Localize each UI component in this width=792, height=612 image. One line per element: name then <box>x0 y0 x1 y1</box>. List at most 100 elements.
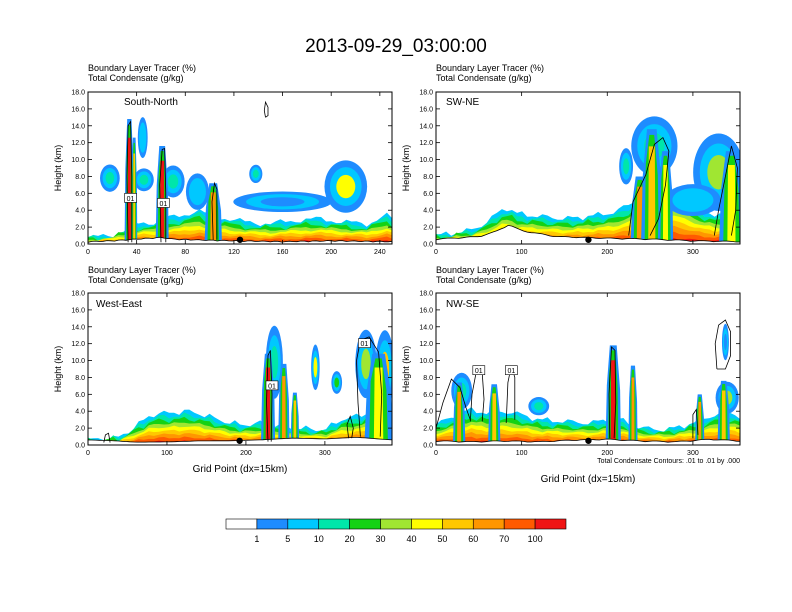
y-tick-label: 16.0 <box>419 307 433 314</box>
tracer-blob-core <box>140 128 145 147</box>
y-tick-label: 10.0 <box>71 157 85 164</box>
y-tick-label: 6.0 <box>423 392 433 399</box>
y-axis: 0.0 2.0 4.0 6.0 8.0 10.0 12.0 14.0 16.0 18.0 <box>419 291 740 450</box>
condensate-contours: 01 01 <box>103 336 383 443</box>
tracer-blob-core <box>723 333 727 351</box>
plot-frame <box>435 91 741 245</box>
contour-label: 01 <box>358 338 371 348</box>
contour-label: 01 <box>472 365 486 375</box>
tracer-blob-core <box>313 357 318 378</box>
panel-header-line2: Total Condensate (g/kg) <box>436 73 532 83</box>
tracer-plume-core <box>373 367 384 445</box>
condensate-contours: 01 01 <box>436 319 731 439</box>
x-tick-label: 300 <box>687 450 699 457</box>
x-tick-label: 100 <box>161 450 173 457</box>
colorbar-swatch <box>380 518 412 530</box>
panel-label: West-East <box>96 299 142 310</box>
plot-area <box>88 293 392 445</box>
tracer-blob-core <box>168 174 179 189</box>
x-tick-label: 0 <box>86 249 90 256</box>
tracer-blob-core <box>336 174 356 199</box>
colorbar-label: 100 <box>528 534 543 544</box>
svg-text:01: 01 <box>507 368 515 375</box>
tracer-blob-core <box>361 348 371 380</box>
condensate-contour <box>263 100 269 118</box>
y-tick-label: 2.0 <box>75 225 85 232</box>
tracer-plume-core <box>727 165 736 244</box>
tracer-plume-core <box>662 165 669 244</box>
colorbar-label: 70 <box>499 534 509 544</box>
y-tick-label: 0.0 <box>423 443 433 450</box>
colorbar: 1 5 10 20 30 40 50 60 70 100 <box>225 518 567 544</box>
tracer-blob-core <box>334 377 340 388</box>
colorbar-swatch <box>318 518 350 530</box>
x-tick-label: 100 <box>516 249 528 256</box>
panel-header-line1: Boundary Layer Tracer (%) <box>436 265 544 275</box>
tracer-blob-core <box>139 174 149 185</box>
panel-label: South-North <box>124 97 178 108</box>
x-axis: 0 100 200 300 <box>434 293 699 457</box>
figure-title: 2013-09-29_03:00:00 <box>305 36 487 57</box>
y-tick-label: 18.0 <box>419 90 433 97</box>
y-axis: 0.0 2.0 4.0 6.0 8.0 10.0 12.0 14.0 16.0 18.0 <box>419 90 740 249</box>
colorbar-label: 20 <box>345 534 355 544</box>
location-marker <box>585 236 592 243</box>
tracer-plume-core <box>127 137 131 244</box>
colorbar-label: 10 <box>314 534 324 544</box>
tracer-blob-core <box>623 158 630 175</box>
condensate-contour <box>346 414 354 439</box>
contour-label: 01 <box>124 193 137 203</box>
tracer-plume-core <box>457 391 462 445</box>
y-tick-label: 18.0 <box>71 291 85 298</box>
tracer-plume-core <box>631 377 635 445</box>
x-tick-label: 40 <box>133 249 141 256</box>
tracer-blob-core <box>252 169 259 178</box>
x-tick-label: 300 <box>319 450 331 457</box>
y-tick-label: 16.0 <box>419 106 433 113</box>
condensate-contours <box>628 136 738 236</box>
panel-header-line1: Boundary Layer Tracer (%) <box>88 265 196 275</box>
colorbar-swatch <box>225 518 258 530</box>
x-tick-label: 200 <box>240 450 252 457</box>
svg-text:01: 01 <box>159 201 167 208</box>
panel-nw-se: Boundary Layer Tracer (%) Total Condensa… <box>401 265 741 485</box>
x-tick-label: 200 <box>601 249 613 256</box>
x-tick-label: 200 <box>601 450 613 457</box>
colorbar-label: 50 <box>437 534 447 544</box>
colorbar-swatch <box>534 518 567 530</box>
y-axis: 0.0 2.0 4.0 6.0 8.0 10.0 12.0 14.0 16.0 18.0 <box>71 90 392 249</box>
y-tick-label: 0.0 <box>423 242 433 249</box>
y-tick-label: 2.0 <box>75 426 85 433</box>
x-tick-label: 200 <box>325 249 337 256</box>
condensate-contour <box>628 136 670 236</box>
location-marker <box>585 437 592 444</box>
y-tick-label: 16.0 <box>71 307 85 314</box>
x-axis: 0 100 200 300 <box>434 92 699 256</box>
y-tick-label: 14.0 <box>71 123 85 130</box>
x-tick-label: 0 <box>434 450 438 457</box>
panel-label: SW-NE <box>446 97 479 108</box>
y-tick-label: 14.0 <box>419 324 433 331</box>
location-marker <box>236 437 243 444</box>
colorbar-swatch <box>349 518 381 530</box>
tracer-blob-core <box>260 197 305 207</box>
condensate-contour <box>608 346 617 439</box>
panel-header-line1: Boundary Layer Tracer (%) <box>88 63 196 73</box>
plot-frame <box>87 292 393 446</box>
y-tick-label: 14.0 <box>71 324 85 331</box>
contour-label: 01 <box>505 365 518 375</box>
panel-header-line2: Total Condensate (g/kg) <box>88 275 184 285</box>
tracer-field <box>436 323 740 445</box>
y-tick-label: 8.0 <box>423 174 433 181</box>
colorbar-swatch <box>503 518 536 530</box>
y-tick-label: 18.0 <box>71 90 85 97</box>
condensate-contour <box>126 120 133 243</box>
x-axis-label: Grid Point (dx=15km) <box>193 464 288 475</box>
svg-text:01: 01 <box>127 196 135 203</box>
y-tick-label: 0.0 <box>75 443 85 450</box>
x-tick-label: 300 <box>687 249 699 256</box>
y-tick-label: 6.0 <box>75 392 85 399</box>
colorbar-swatch <box>472 518 505 530</box>
location-marker <box>236 236 244 243</box>
x-tick-label: 0 <box>86 450 90 457</box>
